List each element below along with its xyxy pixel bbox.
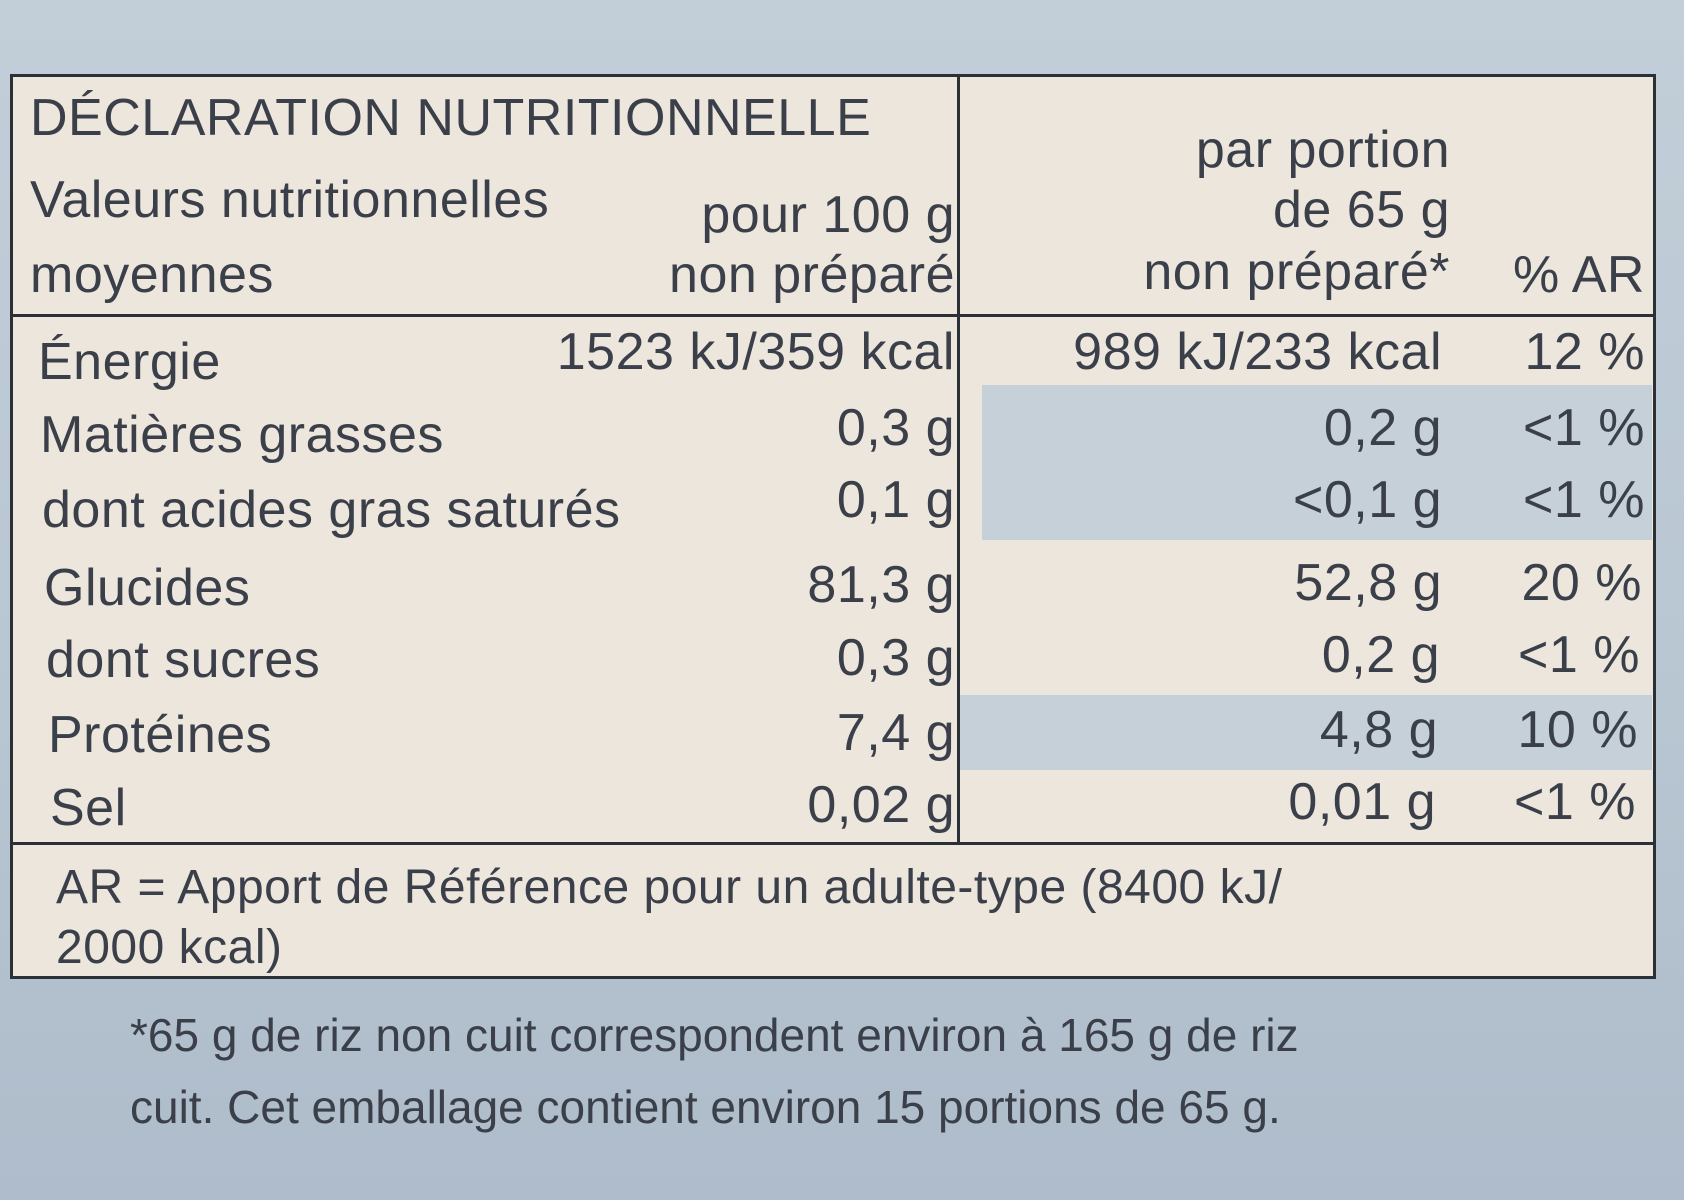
per100-value: 0,3 g bbox=[836, 399, 955, 457]
per100-value: 0,1 g bbox=[836, 471, 955, 529]
per100-header-line-1: pour 100 g bbox=[701, 186, 955, 244]
portion-header-line-1: par portion bbox=[1195, 121, 1450, 179]
ar-definition-line-2: 2000 kcal) bbox=[56, 921, 283, 974]
per100-value: 81,3 g bbox=[807, 556, 955, 614]
per100-value: 0,02 g bbox=[807, 776, 955, 834]
ar-value: <1 % bbox=[1523, 399, 1645, 457]
nutrient-name: Énergie bbox=[38, 333, 221, 391]
nutrient-name: Glucides bbox=[44, 559, 251, 617]
subtitle-line-1: Valeurs nutritionnelles bbox=[30, 171, 550, 229]
nutrient-name: dont acides gras saturés bbox=[42, 481, 621, 539]
per100-value: 1523 kJ/359 kcal bbox=[556, 323, 955, 381]
nutrient-name: Protéines bbox=[48, 706, 273, 764]
table-title: DÉCLARATION NUTRITIONNELLE bbox=[30, 89, 872, 147]
per100-value: 0,3 g bbox=[836, 629, 955, 687]
portion-value: 4,8 g bbox=[1319, 701, 1438, 759]
portion-value: 989 kJ/233 kcal bbox=[1073, 323, 1442, 381]
portion-value: 0,01 g bbox=[1288, 773, 1436, 831]
column-divider bbox=[957, 74, 960, 844]
portion-value: <0,1 g bbox=[1292, 471, 1442, 529]
ar-definition-line-1: AR = Apport de Référence pour un adulte-… bbox=[56, 861, 1283, 914]
header-divider bbox=[10, 314, 1656, 317]
per100-header-line-2: non préparé bbox=[669, 246, 955, 304]
nutrient-name: dont sucres bbox=[46, 631, 321, 689]
per100-value: 7,4 g bbox=[836, 704, 955, 762]
ar-value: 12 % bbox=[1524, 323, 1645, 381]
subtitle-line-2: moyennes bbox=[30, 246, 274, 304]
portion-header-line-3: non préparé* bbox=[1143, 243, 1450, 301]
ar-header: % AR bbox=[1512, 246, 1645, 304]
serving-note-line-2: cuit. Cet emballage contient environ 15 … bbox=[130, 1081, 1281, 1133]
portion-value: 0,2 g bbox=[1321, 626, 1440, 684]
shade-fat-band bbox=[982, 385, 1652, 540]
ar-value: <1 % bbox=[1518, 626, 1640, 684]
ar-value: <1 % bbox=[1514, 773, 1636, 831]
ar-value: <1 % bbox=[1523, 471, 1645, 529]
portion-header-line-2: de 65 g bbox=[1273, 181, 1450, 239]
portion-value: 0,2 g bbox=[1323, 399, 1442, 457]
ar-value: 20 % bbox=[1521, 554, 1642, 612]
serving-note-line-1: *65 g de riz non cuit correspondent envi… bbox=[130, 1009, 1299, 1061]
footer-divider bbox=[10, 842, 1656, 845]
ar-value: 10 % bbox=[1517, 701, 1638, 759]
nutrient-name: Matières grasses bbox=[40, 406, 444, 464]
portion-value: 52,8 g bbox=[1294, 554, 1442, 612]
nutrient-name: Sel bbox=[50, 779, 127, 837]
shade-protein-band bbox=[960, 695, 1652, 770]
